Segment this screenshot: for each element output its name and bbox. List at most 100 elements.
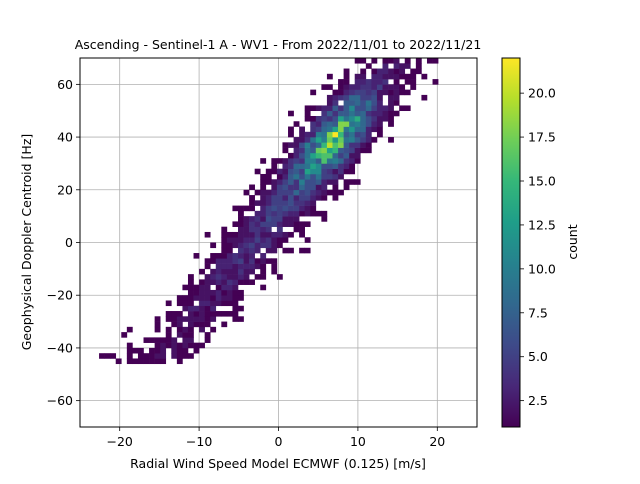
- heatmap-cell: [349, 152, 356, 159]
- heatmap-cell: [288, 168, 294, 175]
- heatmap-cell: [176, 332, 183, 338]
- heatmap-cell: [221, 263, 228, 270]
- heatmap-cell: [299, 173, 305, 180]
- heatmap-cell: [299, 247, 305, 254]
- heatmap-cell: [260, 221, 267, 227]
- heatmap-cell: [299, 152, 305, 159]
- heatmap-cell: [304, 147, 311, 154]
- heatmap-cell: [293, 173, 300, 180]
- heatmap-cell: [382, 79, 389, 85]
- heatmap-cell: [326, 163, 333, 169]
- heatmap-cell: [282, 200, 289, 206]
- heatmap-cell: [149, 353, 155, 359]
- heatmap-cell: [293, 137, 300, 143]
- heatmap-cell: [343, 142, 350, 148]
- heatmap-cell: [326, 173, 333, 180]
- heatmap-cell: [399, 63, 406, 69]
- heatmap-cell: [104, 353, 111, 359]
- heatmap-cell: [265, 179, 272, 185]
- heatmap-cell: [249, 205, 255, 212]
- heatmap-cell: [332, 115, 339, 122]
- heatmap-cell: [271, 258, 278, 264]
- heatmap-cell: [199, 268, 205, 275]
- heatmap-cell: [187, 332, 194, 338]
- heatmap-cell: [210, 274, 217, 280]
- heatmap-cell: [126, 353, 133, 359]
- x-tick-label: −20: [107, 434, 133, 449]
- heatmap-cell: [354, 110, 361, 117]
- heatmap-cell: [360, 68, 367, 75]
- heatmap-cell: [187, 342, 194, 349]
- heatmap-cell: [338, 79, 344, 85]
- heatmap-cell: [299, 168, 305, 175]
- heatmap-cell: [338, 142, 344, 148]
- heatmap-cell: [143, 337, 150, 343]
- heatmap-cell: [354, 131, 361, 138]
- heatmap-cell: [260, 253, 267, 259]
- heatmap-cell: [349, 84, 356, 90]
- heatmap-cell: [238, 205, 244, 212]
- heatmap-cell: [354, 142, 361, 148]
- heatmap-cell: [276, 242, 283, 249]
- heatmap-cell: [276, 200, 283, 206]
- y-axis-label: Geophysical Doppler Centroid [Hz]: [19, 134, 34, 351]
- heatmap-cell: [332, 158, 339, 164]
- colorbar-tick-label: 2.5: [528, 393, 548, 408]
- heatmap-cell: [260, 263, 267, 270]
- heatmap-cell: [276, 195, 283, 201]
- heatmap-cell: [176, 347, 183, 354]
- heatmap-cell: [160, 337, 167, 343]
- heatmap-cell: [304, 189, 311, 196]
- heatmap-cell: [365, 137, 372, 143]
- heatmap-cell: [343, 121, 350, 127]
- heatmap-cell: [137, 347, 144, 354]
- heatmap-cell: [326, 179, 333, 185]
- heatmap-cell: [310, 184, 317, 191]
- heatmap-cell: [204, 305, 211, 312]
- heatmap-cell: [249, 184, 255, 191]
- heatmap-cell: [260, 205, 267, 212]
- heatmap-cell: [315, 137, 322, 143]
- heatmap-cell: [321, 142, 328, 148]
- heatmap-cell: [326, 110, 333, 117]
- heatmap-cell: [137, 358, 144, 365]
- heatmap-cell: [210, 258, 217, 264]
- heatmap-cell: [137, 353, 144, 359]
- heatmap-cell: [249, 242, 255, 249]
- heatmap-cell: [226, 253, 233, 259]
- heatmap-cell: [176, 342, 183, 349]
- heatmap-cell: [343, 168, 350, 175]
- heatmap-cell: [332, 142, 339, 148]
- heatmap-cell: [343, 158, 350, 164]
- heatmap-cell: [193, 284, 200, 291]
- heatmap-cell: [304, 237, 311, 243]
- heatmap-cell: [404, 58, 411, 64]
- heatmap-cell: [271, 205, 278, 212]
- heatmap-cell: [393, 68, 400, 75]
- heatmap-cell: [226, 284, 233, 291]
- heatmap-cell: [171, 337, 178, 343]
- heatmap-cell: [171, 316, 178, 322]
- heatmap-cell: [110, 353, 117, 359]
- heatmap-cell: [382, 110, 389, 117]
- heatmap-cell: [226, 311, 233, 317]
- heatmap-cell: [393, 100, 400, 106]
- heatmap-cell: [365, 94, 372, 101]
- heatmap-cell: [310, 131, 317, 138]
- heatmap-cell: [299, 226, 305, 233]
- heatmap-cell: [260, 184, 267, 191]
- heatmap-cell: [238, 216, 244, 222]
- heatmap-cell: [154, 358, 161, 365]
- heatmap-cell: [288, 247, 294, 254]
- heatmap-cell: [243, 247, 250, 254]
- heatmap-cell: [210, 242, 217, 249]
- heatmap-cell: [176, 300, 183, 307]
- heatmap-cell: [365, 131, 372, 138]
- heatmap-cell: [343, 147, 350, 154]
- heatmap-cell: [365, 105, 372, 112]
- heatmap-cell: [276, 189, 283, 196]
- heatmap-cell: [382, 73, 389, 80]
- heatmap-cell: [249, 221, 255, 227]
- heatmap-cell: [221, 247, 228, 254]
- heatmap-cell: [282, 195, 289, 201]
